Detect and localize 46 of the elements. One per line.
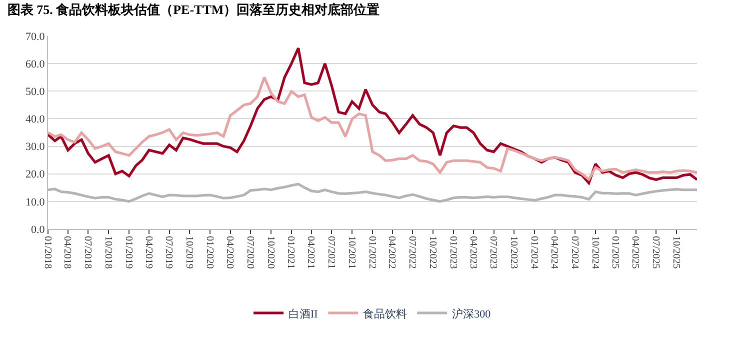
y-tick-label: 60.0 bbox=[26, 58, 46, 70]
x-tick-label: 01/2024 bbox=[528, 236, 540, 269]
x-tick-label: 07/2019 bbox=[163, 236, 174, 269]
x-tick-label: 04/2024 bbox=[548, 236, 560, 269]
x-tick-label: 07/2024 bbox=[568, 236, 580, 269]
x-tick-label: 04/2025 bbox=[630, 236, 641, 269]
x-tick-label: 07/2020 bbox=[244, 236, 256, 269]
y-tick-label: 40.0 bbox=[26, 114, 46, 126]
x-tick-label: 01/2023 bbox=[447, 236, 458, 269]
y-tick-label: 30.0 bbox=[26, 141, 46, 154]
y-tick-label: 20.0 bbox=[26, 168, 46, 181]
x-tick-label: 01/2025 bbox=[610, 236, 621, 269]
x-tick-label: 10/2021 bbox=[346, 236, 357, 269]
x-tick-label: 07/2021 bbox=[325, 236, 336, 269]
y-tick-label: 50.0 bbox=[26, 86, 46, 98]
x-tick-label: 10/2024 bbox=[589, 236, 600, 269]
legend-label: 白酒II bbox=[288, 307, 318, 320]
x-tick-label: 07/2025 bbox=[650, 236, 661, 269]
legend-label: 食品饮料 bbox=[363, 307, 408, 320]
x-tick-label: 10/2025 bbox=[670, 236, 682, 269]
x-tick-label: 10/2018 bbox=[102, 236, 114, 269]
x-tick-label: 04/2020 bbox=[224, 236, 236, 269]
x-tick-label: 04/2019 bbox=[142, 236, 154, 269]
x-tick-label: 10/2019 bbox=[183, 236, 194, 269]
chart-title: 图表 75. 食品饮料板块估值（PE-TTM）回落至历史相对底部位置 bbox=[7, 2, 380, 18]
x-tick-label: 04/2021 bbox=[305, 236, 316, 269]
x-tick-label: 01/2021 bbox=[285, 236, 296, 269]
y-tick-label: 0.0 bbox=[31, 224, 46, 236]
x-tick-label: 01/2020 bbox=[204, 236, 215, 269]
x-tick-label: 04/2023 bbox=[467, 236, 478, 269]
x-tick-label: 07/2023 bbox=[488, 236, 499, 269]
legend-label: 沪深300 bbox=[452, 307, 492, 320]
x-tick-label: 07/2018 bbox=[82, 236, 93, 269]
y-tick-label: 70.0 bbox=[26, 30, 46, 43]
x-tick-label: 01/2022 bbox=[366, 236, 378, 269]
x-tick-label: 10/2022 bbox=[426, 236, 438, 269]
x-tick-label: 04/2018 bbox=[62, 236, 73, 269]
x-tick-label: 07/2022 bbox=[406, 236, 418, 269]
y-tick-label: 10.0 bbox=[26, 196, 46, 208]
line-series bbox=[48, 46, 697, 184]
x-tick-label: 10/2020 bbox=[264, 236, 276, 269]
x-tick-label: 01/2019 bbox=[122, 236, 134, 269]
x-tick-label: 01/2018 bbox=[42, 236, 53, 269]
line-series bbox=[48, 76, 697, 181]
x-tick-label: 10/2023 bbox=[508, 236, 519, 269]
x-tick-label: 04/2022 bbox=[386, 236, 398, 269]
